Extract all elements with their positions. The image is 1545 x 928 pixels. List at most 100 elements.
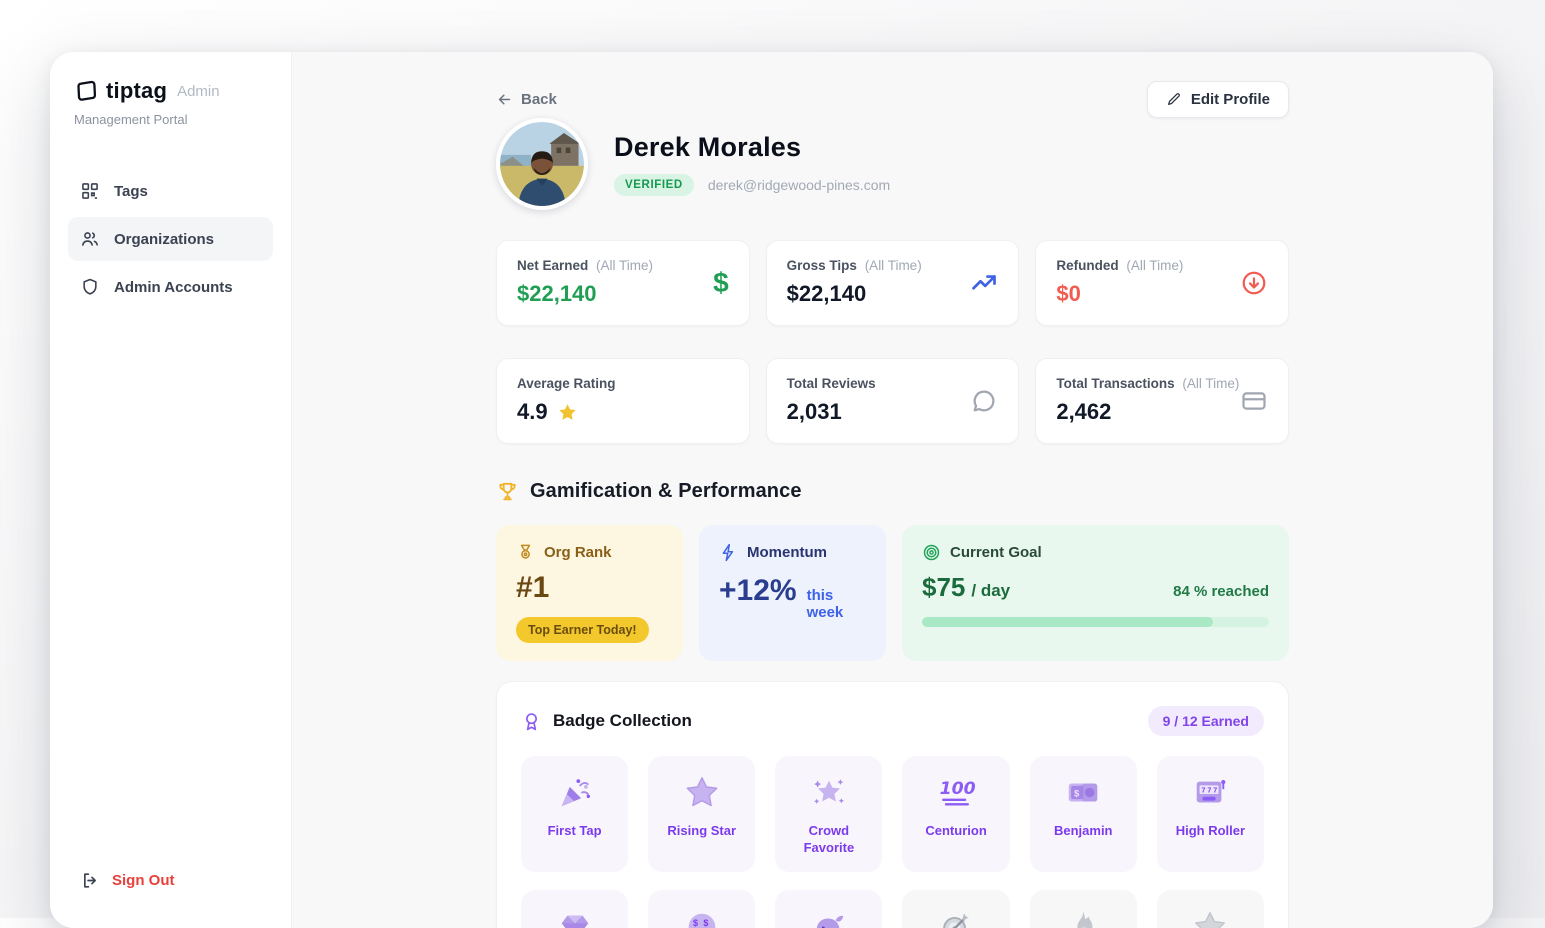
stat-label: Gross Tips (All Time) [786, 258, 922, 273]
badge-tile-rising-star: Rising Star [648, 756, 756, 872]
org-rank-value: #1 [516, 571, 550, 604]
qr-code-icon [80, 181, 100, 201]
svg-text:$: $ [703, 918, 708, 928]
party-popper-icon [554, 773, 596, 813]
stat-value: $22,140 [786, 281, 867, 306]
shield-icon [80, 277, 100, 297]
badge-tile [1156, 890, 1264, 928]
edit-profile-button[interactable]: Edit Profile [1146, 80, 1289, 118]
badge-grid: First Tap Rising Star Crowd Favorite 100 Cen… [521, 756, 1264, 928]
ribbon-icon [521, 711, 542, 732]
badge-tile [775, 890, 883, 928]
badge-tile-crowd-favorite: Crowd Favorite [775, 756, 883, 872]
stat-card-net-earned: Net Earned (All Time) $22,140 $ [496, 240, 750, 326]
goal-unit: / day [971, 581, 1011, 600]
sign-out-label: Sign Out [112, 872, 175, 889]
stat-label-suffix: (All Time) [864, 258, 922, 273]
badge-label: First Tap [547, 823, 602, 838]
stat-value: 4.9 [517, 399, 729, 425]
pencil-icon [1166, 91, 1182, 107]
banknote-icon: $ [1062, 773, 1104, 813]
stat-label: Total Transactions (All Time) [1056, 376, 1240, 391]
brand-name: tiptag [106, 78, 168, 103]
stat-value: 2,462 [1056, 399, 1112, 424]
sparkle-star-icon [808, 773, 850, 813]
dollar-icon: $ [713, 267, 729, 298]
hundred-icon: 100 [935, 773, 977, 813]
back-button[interactable]: Back [496, 91, 557, 108]
org-rank-label: Org Rank [544, 544, 612, 561]
badge-tile [1029, 890, 1137, 928]
avatar [496, 118, 588, 210]
avatar-photo-illustration [500, 122, 584, 206]
back-label: Back [521, 90, 557, 108]
gamification-cards: Org Rank #1 Top Earner Today! Momentum +… [496, 525, 1289, 661]
svg-text:100: 100 [940, 779, 976, 799]
stat-label-suffix: (All Time) [1182, 376, 1240, 391]
svg-text:7 7 7: 7 7 7 [1202, 787, 1218, 795]
top-earner-badge: Top Earner Today! [516, 617, 649, 643]
arrow-down-circle-icon [1240, 269, 1268, 297]
momentum-card: Momentum +12% this week [699, 525, 886, 661]
org-rank-card: Org Rank #1 Top Earner Today! [496, 525, 683, 661]
sidebar-item-label: Admin Accounts [114, 278, 233, 296]
arrow-left-icon [496, 91, 513, 108]
goal-progress-bar [922, 617, 1269, 627]
current-goal-card: Current Goal $75 / day 84 % reached [902, 525, 1289, 661]
badges-earned-count: 9 / 12 Earned [1147, 706, 1264, 736]
goal-progress-label: 84 % reached [1173, 583, 1269, 600]
trophy-icon [496, 480, 519, 503]
stat-value: $0 [1056, 281, 1081, 306]
users-icon [80, 229, 100, 249]
sidebar: tiptag Admin Management Portal Tags Organ… [50, 52, 292, 928]
verified-badge: VERIFIED [614, 174, 694, 196]
goal-value: $75 [922, 572, 966, 602]
profile-header: Derek Morales VERIFIED derek@ridgewood-p… [496, 118, 1289, 210]
logo: tiptag Admin [68, 78, 273, 104]
stat-value: $22,140 [517, 281, 597, 306]
brand-role: Admin [177, 82, 220, 100]
badge-label: Benjamin [1053, 823, 1113, 838]
sidebar-item-label: Organizations [114, 230, 215, 248]
badge-tile-benjamin: $ Benjamin [1029, 756, 1137, 872]
sidebar-item-organizations[interactable]: Organizations [68, 217, 273, 261]
stat-label: Average Rating [517, 376, 616, 391]
sidebar-nav: Tags Organizations Admin Accounts [68, 169, 273, 861]
current-goal-label: Current Goal [950, 544, 1042, 561]
badge-label: Centurion [925, 823, 987, 838]
stat-label: Total Reviews [786, 376, 876, 391]
goal-progress-fill [922, 617, 1214, 627]
stat-label-suffix: (All Time) [1126, 258, 1184, 273]
sidebar-item-tags[interactable]: Tags [68, 169, 273, 213]
edit-profile-label: Edit Profile [1190, 90, 1270, 108]
chat-bubble-icon [970, 387, 998, 415]
star-badge-icon [681, 773, 723, 813]
profile-email: derek@ridgewood-pines.com [707, 177, 891, 193]
portal-subtitle: Management Portal [74, 112, 188, 127]
stat-card-refunded: Refunded (All Time) $0 [1035, 240, 1289, 326]
gamification-section-header: Gamification & Performance [496, 480, 1289, 503]
stat-card-total-reviews: Total Reviews 2,031 [765, 358, 1020, 444]
logout-icon [80, 871, 100, 890]
sidebar-item-admin-accounts[interactable]: Admin Accounts [68, 265, 273, 309]
badge-tile-centurion: 100 Centurion [902, 756, 1010, 872]
svg-text:$: $ [693, 918, 698, 928]
momentum-caption: this week [806, 587, 844, 621]
badge-tile [521, 890, 629, 928]
medal-icon [516, 543, 535, 562]
app-window: tiptag Admin Management Portal Tags Organ… [50, 52, 1493, 928]
badge-label: Crowd Favorite [803, 823, 855, 855]
trending-up-icon [970, 269, 998, 297]
badge-tile [902, 890, 1010, 928]
stats-grid: Net Earned (All Time) $22,140 $ Gross Tips … [496, 240, 1289, 444]
badge-tile-first-tap: First Tap [521, 756, 629, 872]
stat-value: 2,031 [786, 399, 842, 424]
target-icon [922, 543, 941, 562]
stat-label: Net Earned (All Time) [517, 258, 654, 273]
bolt-icon [719, 543, 738, 562]
credit-card-icon [1240, 387, 1268, 415]
badge-collection-card: Badge Collection 9 / 12 Earned First Tap… [496, 681, 1289, 928]
sign-out-button[interactable]: Sign Out [68, 861, 273, 900]
stat-label-suffix: (All Time) [596, 258, 654, 273]
badge-label: Rising Star [667, 823, 737, 838]
